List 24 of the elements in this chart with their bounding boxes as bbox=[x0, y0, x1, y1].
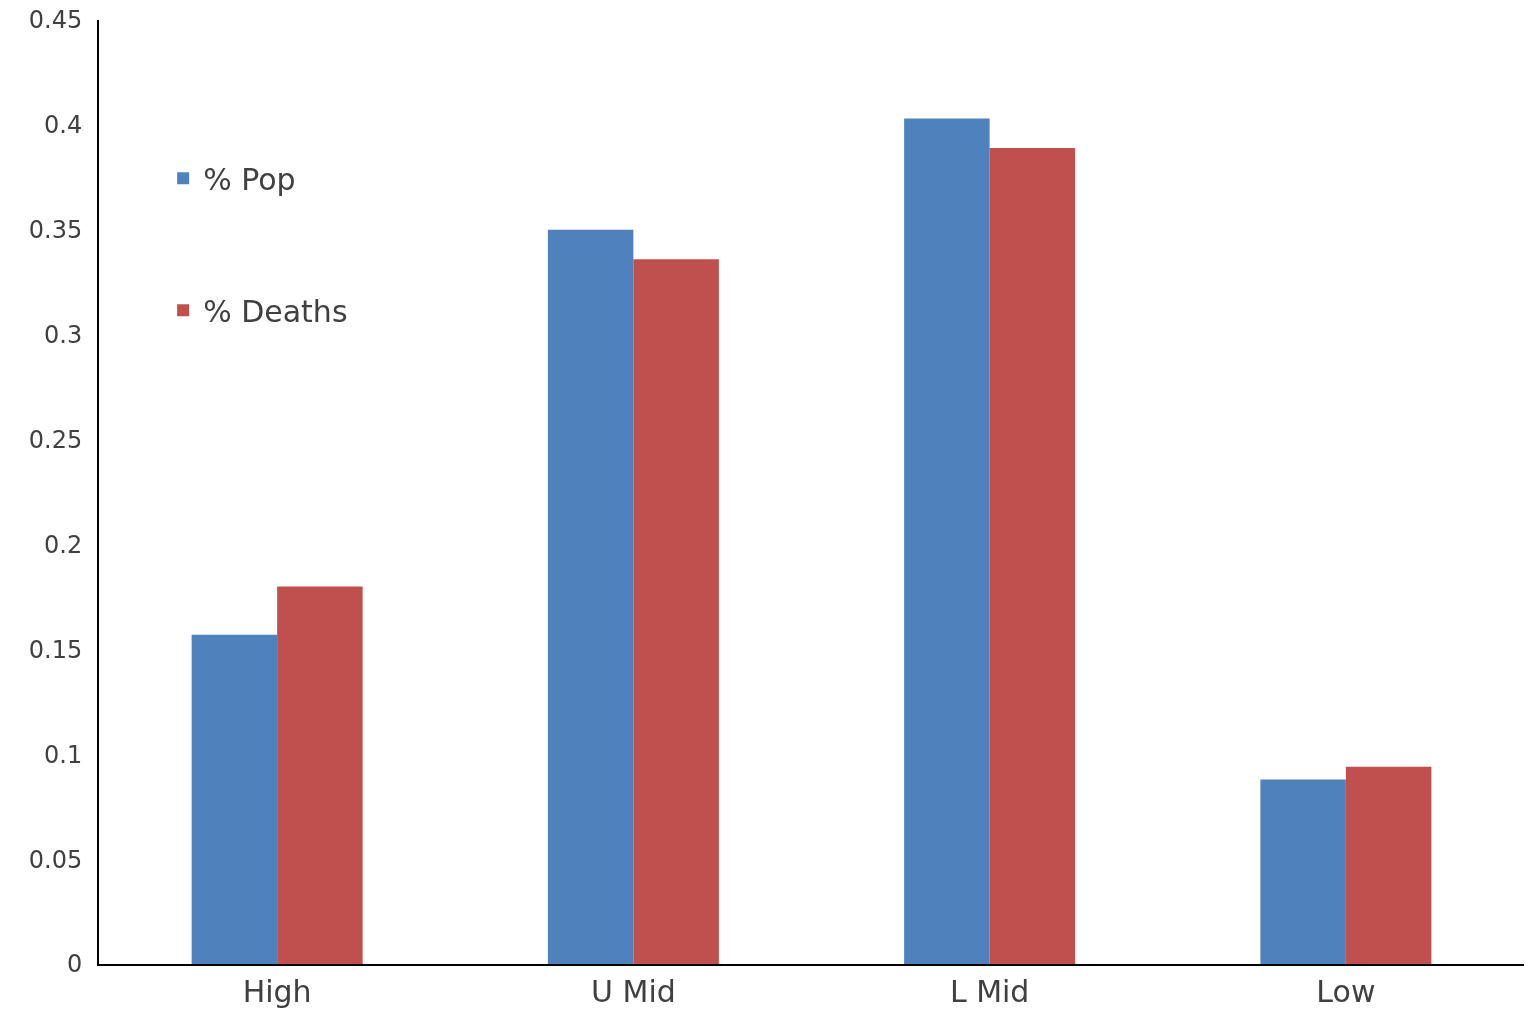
bar bbox=[904, 118, 990, 964]
x-tick-label: High bbox=[242, 974, 312, 1009]
y-tick-label: 0.4 bbox=[44, 111, 83, 140]
y-tick-label: 0.3 bbox=[44, 321, 83, 350]
y-tick-label: 0.45 bbox=[28, 6, 83, 35]
bar bbox=[277, 586, 363, 964]
x-tick-label: L Mid bbox=[949, 974, 1030, 1009]
y-tick-label: 0 bbox=[66, 950, 83, 979]
x-tick-label: Low bbox=[1316, 974, 1376, 1009]
bar bbox=[1260, 779, 1346, 964]
legend-label: % Deaths bbox=[203, 293, 348, 329]
y-tick-label: 0.25 bbox=[28, 425, 83, 454]
legend-label: % Pop bbox=[203, 161, 296, 197]
bar bbox=[1345, 766, 1432, 964]
bar bbox=[989, 147, 1076, 964]
y-tick-label: 0.05 bbox=[28, 845, 83, 874]
bar bbox=[191, 634, 278, 964]
x-tick-label: U Mid bbox=[591, 974, 676, 1009]
y-tick-label: 0.2 bbox=[44, 530, 83, 559]
bar bbox=[633, 259, 719, 964]
y-tick-label: 0.1 bbox=[44, 740, 83, 769]
bar bbox=[547, 229, 634, 964]
y-tick-label: 0.15 bbox=[28, 635, 83, 664]
y-tick-label: 0.35 bbox=[28, 216, 83, 245]
